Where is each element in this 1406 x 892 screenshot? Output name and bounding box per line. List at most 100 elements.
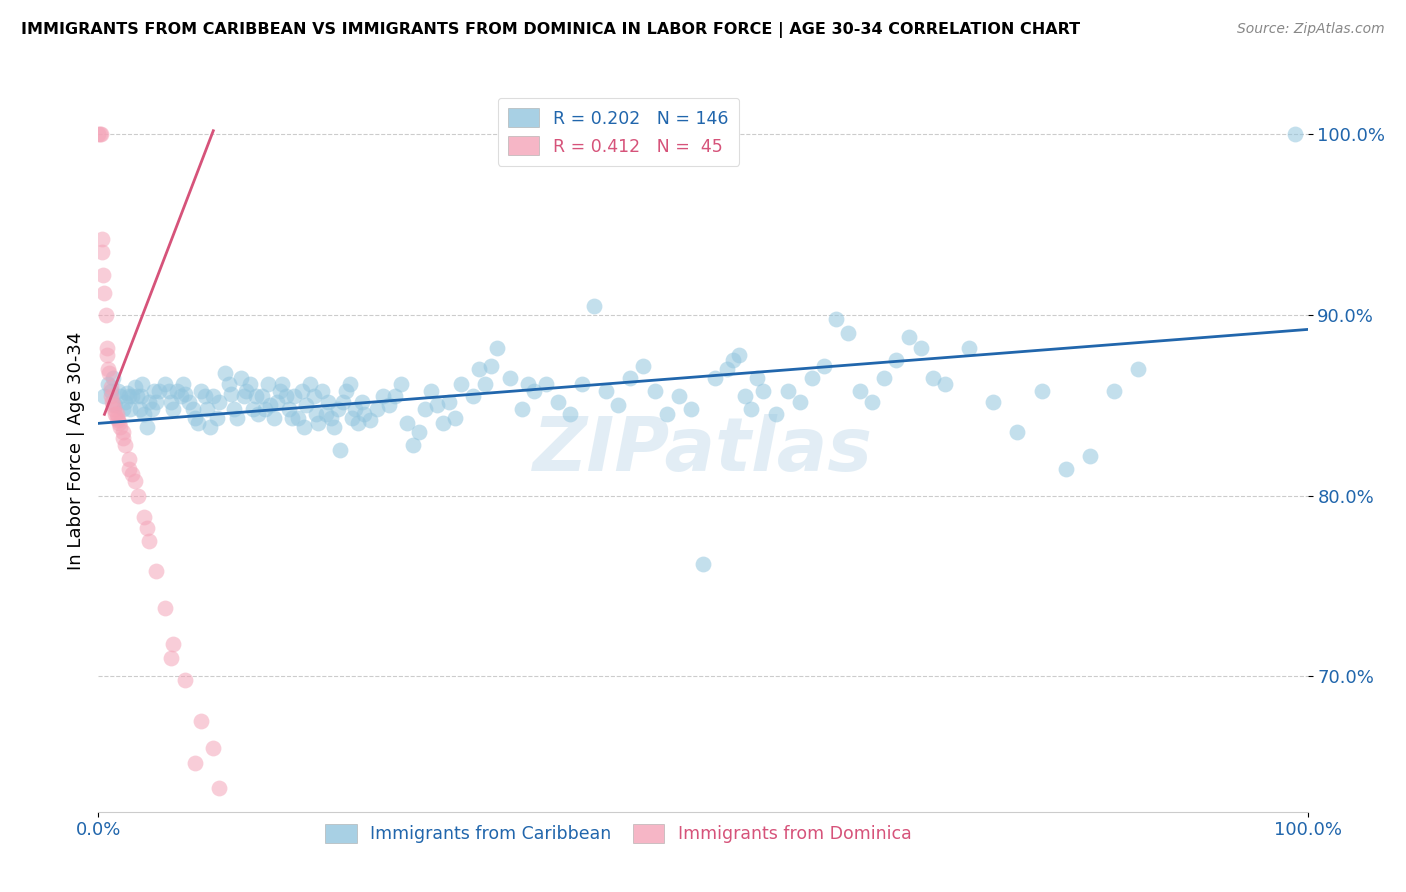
- Point: [740, 401, 762, 416]
- Point: [547, 394, 569, 409]
- Point: [747, 371, 769, 385]
- Point: [516, 376, 538, 391]
- Point: [134, 510, 156, 524]
- Point: [184, 411, 207, 425]
- Point: [91, 232, 114, 246]
- Point: [311, 384, 333, 398]
- Point: [619, 371, 641, 385]
- Point: [384, 389, 406, 403]
- Point: [97, 362, 120, 376]
- Point: [138, 394, 160, 409]
- Point: [704, 371, 727, 385]
- Point: [87, 128, 110, 142]
- Point: [444, 411, 467, 425]
- Point: [190, 714, 212, 729]
- Point: [160, 651, 183, 665]
- Point: [752, 384, 775, 398]
- Text: Source: ZipAtlas.com: Source: ZipAtlas.com: [1237, 22, 1385, 37]
- Point: [426, 398, 449, 412]
- Point: [202, 741, 225, 756]
- Point: [360, 413, 382, 427]
- Point: [1007, 425, 1029, 440]
- Point: [221, 387, 243, 401]
- Point: [117, 385, 139, 400]
- Point: [595, 384, 617, 398]
- Point: [486, 341, 509, 355]
- Point: [250, 389, 273, 403]
- Point: [127, 489, 149, 503]
- Point: [353, 407, 375, 421]
- Point: [90, 128, 112, 142]
- Point: [174, 673, 197, 687]
- Point: [837, 326, 859, 340]
- Point: [105, 411, 128, 425]
- Point: [141, 401, 163, 416]
- Y-axis label: In Labor Force | Age 30-34: In Labor Force | Age 30-34: [66, 331, 84, 570]
- Point: [1078, 449, 1101, 463]
- Point: [849, 384, 872, 398]
- Point: [118, 461, 141, 475]
- Point: [108, 389, 131, 403]
- Point: [166, 384, 188, 398]
- Point: [108, 417, 131, 431]
- Point: [655, 407, 678, 421]
- Point: [235, 384, 257, 398]
- Point: [96, 341, 118, 355]
- Point: [242, 401, 264, 416]
- Point: [716, 362, 738, 376]
- Point: [523, 384, 546, 398]
- Point: [105, 407, 128, 421]
- Point: [121, 389, 143, 403]
- Point: [290, 384, 312, 398]
- Point: [239, 376, 262, 391]
- Point: [263, 411, 285, 425]
- Point: [302, 389, 325, 403]
- Point: [153, 600, 176, 615]
- Point: [897, 329, 920, 343]
- Point: [198, 420, 221, 434]
- Point: [91, 268, 114, 283]
- Point: [420, 384, 443, 398]
- Point: [266, 394, 288, 409]
- Point: [129, 389, 152, 403]
- Point: [278, 401, 301, 416]
- Point: [184, 756, 207, 770]
- Point: [131, 376, 153, 391]
- Point: [510, 401, 533, 416]
- Point: [121, 467, 143, 481]
- Point: [450, 376, 472, 391]
- Point: [474, 376, 496, 391]
- Point: [153, 376, 176, 391]
- Point: [100, 380, 122, 394]
- Point: [873, 371, 896, 385]
- Point: [287, 411, 309, 425]
- Point: [347, 417, 370, 431]
- Point: [283, 389, 305, 403]
- Point: [91, 244, 114, 259]
- Point: [295, 398, 318, 412]
- Point: [145, 565, 167, 579]
- Point: [366, 401, 388, 416]
- Point: [101, 398, 124, 412]
- Point: [187, 417, 209, 431]
- Point: [292, 420, 315, 434]
- Point: [256, 376, 278, 391]
- Point: [389, 376, 412, 391]
- Point: [145, 394, 167, 409]
- Point: [957, 341, 980, 355]
- Point: [107, 384, 129, 398]
- Point: [860, 394, 883, 409]
- Point: [463, 389, 485, 403]
- Point: [114, 394, 136, 409]
- Point: [776, 384, 799, 398]
- Text: ZIPatlas: ZIPatlas: [533, 414, 873, 487]
- Point: [481, 359, 503, 373]
- Point: [127, 389, 149, 403]
- Point: [254, 401, 277, 416]
- Point: [245, 389, 267, 403]
- Point: [89, 128, 111, 142]
- Point: [190, 384, 212, 398]
- Point: [108, 420, 131, 434]
- Point: [208, 781, 231, 796]
- Point: [305, 407, 328, 421]
